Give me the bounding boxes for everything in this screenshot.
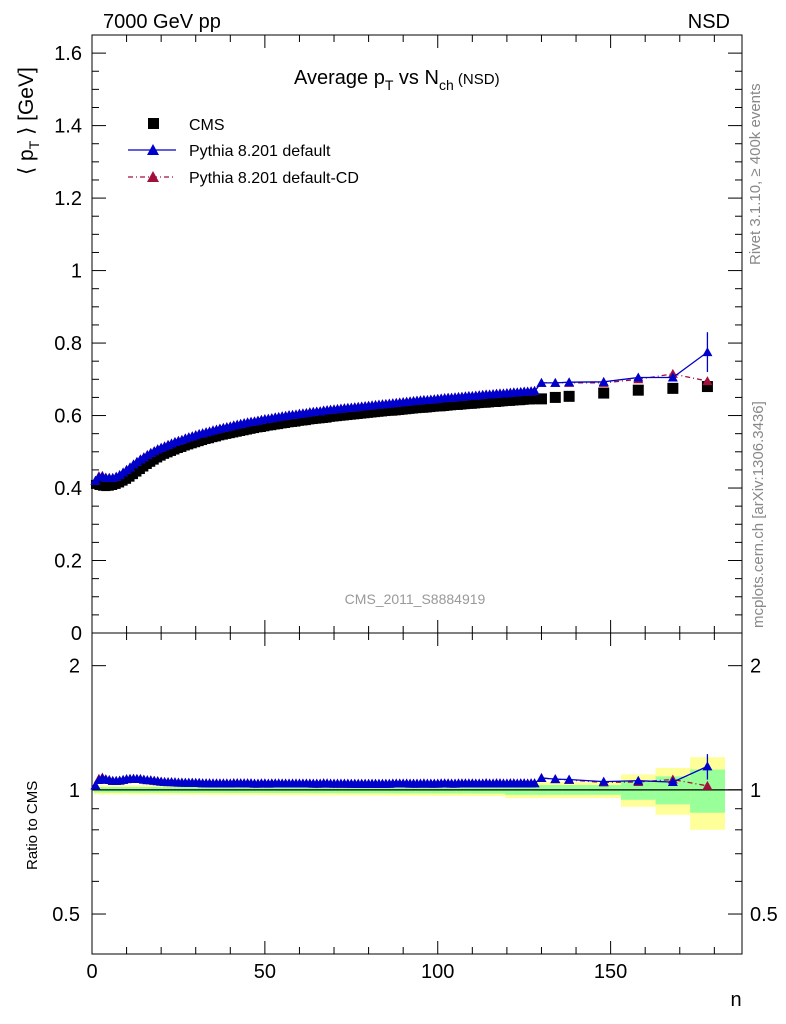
pythia-default-point (564, 377, 575, 387)
axis-ticks (91, 34, 742, 955)
x-tick-label: 0 (86, 961, 97, 983)
x-tick-label: 100 (421, 961, 454, 983)
y-tick-label: 0.6 (54, 406, 82, 428)
y-tick-label: 0 (71, 623, 82, 645)
pythia-cd-ratio-point (702, 780, 713, 790)
x-tick-label: 150 (594, 961, 627, 983)
cms-point (530, 395, 540, 405)
ratio-tick-label-left: 0.5 (52, 904, 80, 926)
analysis-id: CMS_2011_S8884919 (345, 591, 486, 607)
pythia-default-ratio-point (633, 775, 644, 785)
pythia-default-point (633, 372, 644, 382)
cms-point (535, 393, 547, 405)
pythia-default-ratio-point (564, 774, 575, 784)
x-axis-label: n (730, 989, 741, 1011)
pythia-default-point (598, 376, 609, 386)
ratio-tick-label-left: 1 (69, 780, 80, 802)
cms-point (598, 387, 610, 399)
pythia-default-ratio-point (667, 777, 678, 787)
mcplots-label: mcplots.cern.ch [arXiv:1306.3436] (750, 401, 767, 628)
pythia-default-point (529, 385, 540, 395)
ratio-tick-label-right: 0.5 (750, 904, 778, 926)
ratio-axis-label: Ratio to CMS (24, 781, 41, 870)
pythia-default-ratio-point (90, 780, 101, 790)
ratio-tick-label-right: 1 (750, 780, 761, 802)
rivet-label: Rivet 3.1.10, ≥ 400k events (747, 83, 764, 265)
legend: CMS Pythia 8.201 default Pythia 8.201 de… (128, 117, 359, 187)
ratio-tick-label-left: 2 (69, 656, 80, 678)
legend-marker-cms (148, 118, 159, 129)
cms-point (563, 390, 575, 402)
y-tick-label: 1 (71, 261, 82, 283)
pythia-default-ratio-point (529, 778, 540, 788)
pythia-default-point (550, 377, 561, 387)
series-layer (90, 332, 713, 790)
x-tick-label: 50 (254, 961, 276, 983)
header-right: NSD (688, 11, 730, 33)
tick-labels: 0 50 100 150 0 0.2 0.4 0.6 0.8 1 1.2 1.4 1.6 0.5 0.5 1 1… (52, 43, 778, 983)
legend-marker-default (147, 144, 159, 155)
cms-point (549, 391, 561, 403)
legend-cd: Pythia 8.201 default-CD (189, 170, 359, 187)
pythia-default-ratio-point (536, 773, 547, 783)
y-tick-label: 0.8 (54, 333, 82, 355)
header-left: 7000 GeV pp (103, 11, 221, 33)
pythia-cd-line (94, 373, 708, 482)
cms-point (701, 381, 713, 393)
y-tick-label: 0.2 (54, 551, 82, 573)
pythia-cd-point (702, 376, 713, 386)
ratio-tick-label-right: 2 (750, 656, 761, 678)
plot-title: Average pT vs Nch (NSD) (294, 67, 500, 93)
cms-point (632, 384, 644, 396)
ratio-frame (91, 632, 743, 955)
y-axis-label: ⟨ pT ⟩ [GeV] (15, 67, 42, 175)
pythia-default-point (667, 372, 678, 382)
cms-point (667, 382, 679, 394)
y-tick-label: 0.4 (54, 478, 82, 500)
pythia-default-line (95, 351, 708, 482)
legend-default: Pythia 8.201 default (189, 143, 331, 160)
ratio-bands (92, 757, 742, 830)
pythia-default-ratio-point (598, 776, 609, 786)
pythia-default-ratio-point (550, 774, 561, 784)
pythia-default-point (536, 377, 547, 387)
legend-cms: CMS (189, 117, 225, 134)
y-tick-label: 1.2 (54, 188, 82, 210)
y-tick-label: 1.6 (54, 43, 82, 65)
legend-marker-cd (147, 171, 159, 182)
y-tick-label: 1.4 (54, 116, 82, 138)
